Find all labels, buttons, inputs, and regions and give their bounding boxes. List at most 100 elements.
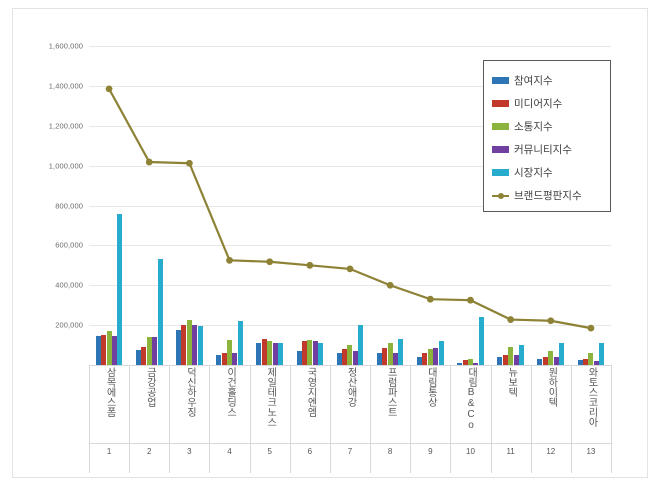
- bar-group: [290, 46, 330, 365]
- category-separator: [209, 365, 210, 473]
- legend-swatch-icon: [492, 169, 509, 176]
- x-axis-index-label: 12: [546, 447, 556, 456]
- legend-label: 소통지수: [514, 121, 553, 133]
- bar-소통지수: [227, 340, 233, 365]
- x-axis-index-label: 2: [146, 447, 152, 456]
- legend-label: 시장지수: [514, 167, 553, 179]
- bar-소통지수: [467, 358, 473, 365]
- legend-item-시장지수[interactable]: 시장지수: [492, 161, 604, 184]
- category-label-cell: 덕신하우징: [169, 367, 209, 417]
- bar-미디어지수: [542, 356, 548, 365]
- category-label-cell: 삼목에스폼: [89, 367, 129, 417]
- x-axis-index-label: 11: [506, 447, 515, 456]
- category-separator: [370, 365, 371, 473]
- x-axis-category-label: 대림통상: [425, 367, 437, 407]
- bar-미디어지수: [261, 339, 267, 365]
- x-axis-category-label: 뉴보텍: [505, 367, 517, 397]
- category-label-cell: 대림B&Co: [450, 367, 490, 431]
- bar-소통지수: [146, 337, 152, 365]
- bar-미디어지수: [342, 348, 348, 365]
- legend-item-참여지수[interactable]: 참여지수: [492, 69, 604, 92]
- bar-참여지수: [497, 357, 503, 365]
- category-separator: [250, 365, 251, 473]
- y-axis-labels: 200,000 400,000 600,000 800,000 1,000,000 1,2…: [13, 42, 83, 365]
- bar-참여지수: [296, 351, 302, 365]
- category-label-cell: 국영지엔엠: [290, 367, 330, 417]
- category-label-cell: 대림통상: [410, 367, 450, 407]
- legend-item-미디어지수[interactable]: 미디어지수: [492, 92, 604, 115]
- legend-swatch-icon: [492, 77, 509, 84]
- bar-시장지수: [518, 345, 524, 365]
- legend-label: 브랜드평판지수: [514, 190, 582, 202]
- bar-커뮤니티지수: [393, 352, 399, 365]
- bar-소통지수: [307, 339, 313, 365]
- bar-group: [370, 46, 410, 365]
- bar-소통지수: [186, 319, 192, 365]
- bar-참여지수: [336, 352, 342, 365]
- line-marker: [346, 265, 354, 273]
- bar-시장지수: [117, 214, 123, 365]
- bar-group: [209, 46, 249, 365]
- bar-시장지수: [398, 339, 404, 365]
- bar-커뮤니티지수: [433, 348, 439, 365]
- x-axis-index-label: 3: [187, 447, 192, 456]
- bar-시장지수: [478, 317, 484, 365]
- legend-swatch-icon: [492, 100, 509, 107]
- category-label-cell: 이건홀딩스: [210, 367, 250, 417]
- legend-item-브랜드평판지수[interactable]: 브랜드평판지수: [492, 184, 604, 207]
- bar-미디어지수: [502, 355, 508, 365]
- bar-group: [330, 46, 370, 365]
- bar-참여지수: [176, 330, 182, 365]
- y-axis-tick-label: 800,000: [55, 201, 83, 210]
- x-axis-index-label: 6: [307, 447, 313, 456]
- bar-커뮤니티지수: [192, 325, 198, 365]
- gridline: [89, 205, 611, 207]
- bar-커뮤니티지수: [152, 336, 158, 365]
- bar-미디어지수: [181, 325, 187, 365]
- line-marker: [105, 85, 113, 93]
- bar-미디어지수: [301, 341, 307, 365]
- bar-소통지수: [588, 353, 594, 365]
- bar-시장지수: [599, 342, 605, 365]
- x-axis-category-label: 대림B&Co: [465, 367, 477, 431]
- category-label-cell: 원하이텍: [531, 367, 571, 407]
- x-axis-index-label: 5: [267, 447, 272, 456]
- gridline: [89, 285, 611, 287]
- gridline: [89, 325, 611, 327]
- bar-참여지수: [216, 354, 222, 365]
- legend-item-커뮤니티지수[interactable]: 커뮤니티지수: [492, 138, 604, 161]
- bar-미디어지수: [462, 360, 468, 365]
- line-marker: [185, 159, 193, 167]
- bar-참여지수: [135, 350, 141, 365]
- category-separator: [410, 365, 411, 473]
- bar-시장지수: [277, 342, 283, 365]
- category-separator: [491, 365, 492, 473]
- bar-group: [450, 46, 490, 365]
- plot-area: [89, 46, 611, 366]
- category-label-cell: 뉴보텍: [491, 367, 531, 397]
- bar-커뮤니티지수: [553, 357, 559, 365]
- y-axis-tick-label: 1,400,000: [48, 81, 83, 91]
- x-axis-category-label: 와토스코리아: [586, 367, 598, 427]
- chart-frame: 200,000 400,000 600,000 800,000 1,000,000 1,2…: [12, 8, 648, 478]
- line-marker: [306, 261, 314, 269]
- gridline: [89, 245, 611, 247]
- bar-참여지수: [416, 357, 422, 365]
- bar-커뮤니티지수: [312, 341, 318, 365]
- bar-참여지수: [537, 358, 543, 365]
- bar-참여지수: [376, 352, 382, 365]
- category-label-cell: 제일테크노스: [250, 367, 290, 427]
- x-axis-category-label: 프럼파스트: [385, 367, 397, 417]
- index-row-divider: [89, 443, 611, 444]
- category-separator: [129, 365, 130, 473]
- bar-소통지수: [347, 345, 353, 365]
- legend-item-소통지수[interactable]: 소통지수: [492, 115, 604, 138]
- bar-미디어지수: [382, 348, 388, 365]
- y-axis-tick-label: 200,000: [55, 320, 83, 330]
- bar-참여지수: [95, 336, 101, 365]
- bar-미디어지수: [101, 334, 107, 365]
- bar-group: [410, 46, 450, 365]
- bar-커뮤니티지수: [232, 353, 238, 365]
- bar-시장지수: [237, 320, 243, 365]
